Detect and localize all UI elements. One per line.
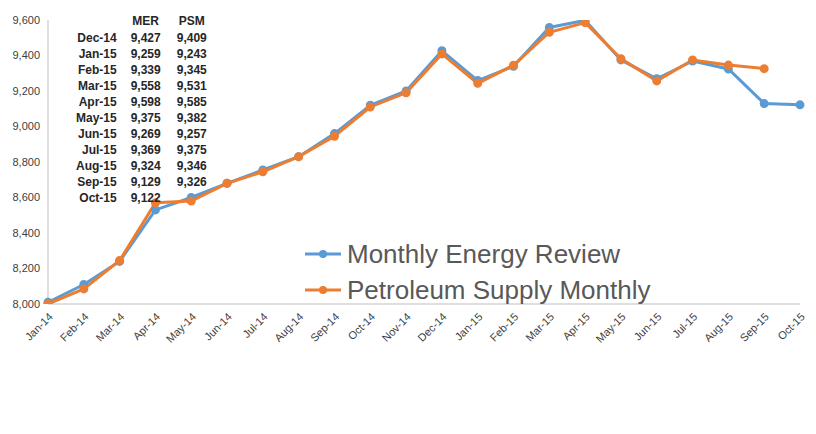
html-text:MER: MER bbox=[132, 14, 159, 28]
html-text:Jan-15: Jan-15 bbox=[78, 47, 117, 61]
html-text:9,257: 9,257 bbox=[176, 127, 207, 141]
html-text:9,122: 9,122 bbox=[130, 191, 161, 205]
html-text:9,558: 9,558 bbox=[130, 79, 161, 93]
html-text:Oct-15: Oct-15 bbox=[79, 191, 117, 205]
html-text:9,369: 9,369 bbox=[130, 143, 161, 157]
html-text:9,427: 9,427 bbox=[130, 31, 161, 45]
svg-text:Jun-15: Jun-15 bbox=[631, 310, 663, 342]
svg-text:9,200: 9,200 bbox=[12, 85, 40, 97]
html-text:9,326: 9,326 bbox=[176, 175, 207, 189]
html-text:Dec-14: Dec-14 bbox=[77, 31, 117, 45]
svg-text:Jan-15: Jan-15 bbox=[452, 310, 484, 342]
svg-text:Nov-14: Nov-14 bbox=[379, 310, 413, 344]
svg-text:Dec-14: Dec-14 bbox=[415, 310, 449, 344]
html-text:Monthly Energy Review: Monthly Energy Review bbox=[347, 238, 621, 269]
svg-text:Apr-15: Apr-15 bbox=[560, 310, 592, 342]
html-text:Petroleum Supply Monthly: Petroleum Supply Monthly bbox=[347, 274, 651, 305]
svg-text:8,000: 8,000 bbox=[12, 298, 40, 310]
html-text:9,269: 9,269 bbox=[130, 127, 161, 141]
html-text:9,345: 9,345 bbox=[176, 63, 207, 77]
svg-text:Jun-14: Jun-14 bbox=[202, 310, 234, 342]
html-text:Mar-15: Mar-15 bbox=[78, 79, 117, 93]
html-text:9,259: 9,259 bbox=[130, 47, 161, 61]
svg-text:Oct-15: Oct-15 bbox=[775, 310, 807, 342]
svg-text:Feb-15: Feb-15 bbox=[487, 310, 520, 343]
html-text:Jun-15: Jun-15 bbox=[78, 127, 117, 141]
svg-text:Apr-14: Apr-14 bbox=[131, 310, 163, 342]
html-text:May-15: May-15 bbox=[76, 111, 117, 125]
svg-text:Oct-14: Oct-14 bbox=[345, 310, 377, 342]
svg-text:8,400: 8,400 bbox=[12, 227, 40, 239]
svg-text:Sep-14: Sep-14 bbox=[308, 310, 342, 344]
svg-text:Jan-14: Jan-14 bbox=[23, 310, 55, 342]
html-text:Feb-15: Feb-15 bbox=[78, 63, 117, 77]
html-text:9,598: 9,598 bbox=[130, 95, 161, 109]
html-text:9,243: 9,243 bbox=[176, 47, 207, 61]
svg-text:8,600: 8,600 bbox=[12, 191, 40, 203]
html-text:9,339: 9,339 bbox=[130, 63, 161, 77]
svg-text:8,800: 8,800 bbox=[12, 156, 40, 168]
html-text:9,409: 9,409 bbox=[176, 31, 207, 45]
html-text:Sep-15: Sep-15 bbox=[77, 175, 117, 189]
svg-text:Aug-15: Aug-15 bbox=[702, 310, 736, 344]
svg-text:Sep-15: Sep-15 bbox=[738, 310, 772, 344]
html-text:9,375: 9,375 bbox=[130, 111, 161, 125]
html-text:9,382: 9,382 bbox=[176, 111, 207, 125]
svg-text:Mar-14: Mar-14 bbox=[93, 310, 126, 343]
html-text:9,129: 9,129 bbox=[130, 175, 161, 189]
html-text:Aug-15: Aug-15 bbox=[76, 159, 117, 173]
svg-text:9,400: 9,400 bbox=[12, 49, 40, 61]
svg-text:Aug-14: Aug-14 bbox=[272, 310, 306, 344]
svg-text:May-15: May-15 bbox=[593, 310, 627, 344]
html-text:9,346: 9,346 bbox=[176, 159, 207, 173]
svg-text:Jul-14: Jul-14 bbox=[240, 310, 270, 340]
html-text:9,585: 9,585 bbox=[176, 95, 207, 109]
svg-text:9,600: 9,600 bbox=[12, 14, 40, 26]
html-text:9,324: 9,324 bbox=[130, 159, 161, 173]
svg-text:Feb-14: Feb-14 bbox=[58, 310, 91, 343]
html-text:9,531: 9,531 bbox=[176, 79, 207, 93]
html-text:Apr-15: Apr-15 bbox=[78, 95, 117, 109]
svg-text:9,000: 9,000 bbox=[12, 120, 40, 132]
html-text:Jul-15: Jul-15 bbox=[82, 143, 117, 157]
html-text:9,375: 9,375 bbox=[176, 143, 207, 157]
svg-text:May-14: May-14 bbox=[164, 310, 198, 344]
svg-text:Jul-15: Jul-15 bbox=[670, 310, 700, 340]
html-text:PSM: PSM bbox=[178, 14, 205, 28]
svg-text:Mar-15: Mar-15 bbox=[523, 310, 556, 343]
svg-text:8,200: 8,200 bbox=[12, 262, 40, 274]
